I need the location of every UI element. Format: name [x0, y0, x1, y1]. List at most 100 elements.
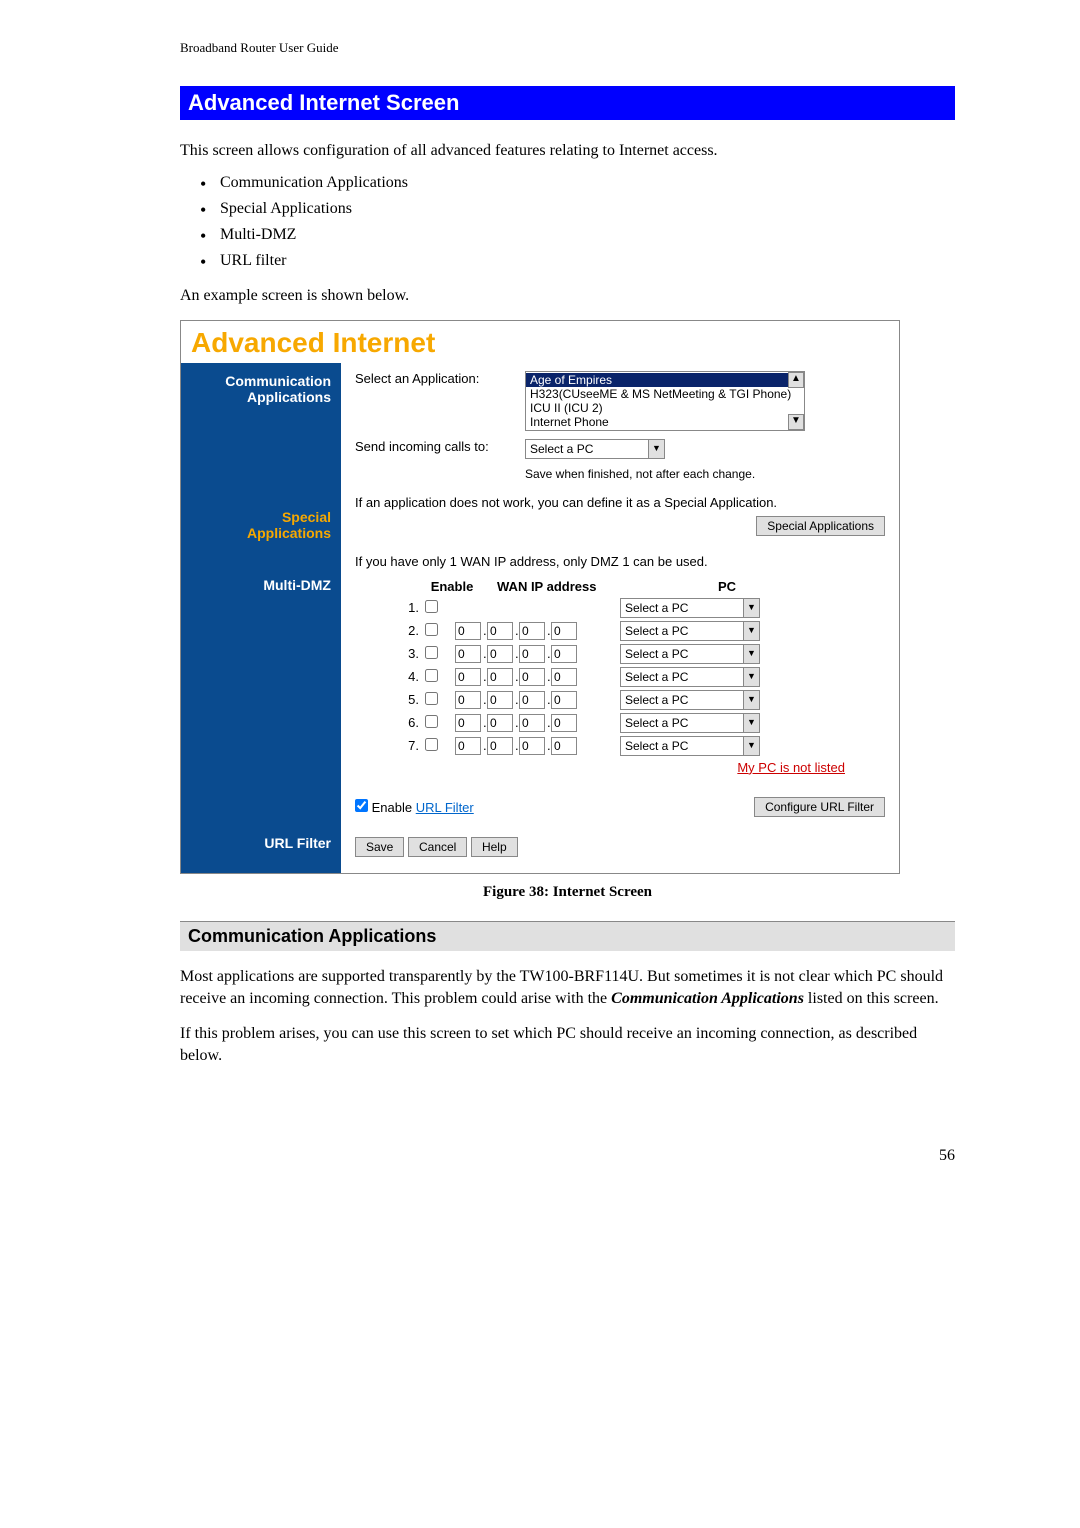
dmz-enable-checkbox[interactable]: [425, 715, 438, 728]
screenshot-title: Advanced Internet: [191, 327, 435, 358]
ip-octet-input[interactable]: [551, 714, 577, 732]
content-area: Select an Application: ▲ ▼ Age of Empire…: [341, 363, 899, 873]
pc-not-listed-link[interactable]: My PC is not listed: [737, 760, 845, 775]
col-header-pc: PC: [657, 579, 797, 594]
save-button[interactable]: Save: [355, 837, 404, 857]
ip-octet-input[interactable]: [551, 691, 577, 709]
dmz-row: 4....Select a PC▼: [375, 667, 885, 687]
configure-url-filter-button[interactable]: Configure URL Filter: [754, 797, 885, 817]
list-option[interactable]: Internet Phone: [526, 415, 804, 429]
col-header-ip: WAN IP address: [497, 579, 657, 594]
nav-url-filter[interactable]: URL Filter: [181, 829, 341, 857]
dmz-table: Enable WAN IP address PC 1.Select a PC▼2…: [375, 579, 885, 775]
send-calls-select[interactable]: Select a PC ▼: [525, 439, 665, 459]
chevron-down-icon: ▼: [743, 599, 759, 617]
special-apps-button[interactable]: Special Applications: [756, 516, 885, 536]
ip-octet-input[interactable]: [455, 737, 481, 755]
ip-octet-input[interactable]: [487, 668, 513, 686]
list-item: URL filter: [180, 252, 955, 270]
ip-octet-input[interactable]: [487, 737, 513, 755]
dmz-row: 3....Select a PC▼: [375, 644, 885, 664]
dmz-enable-checkbox[interactable]: [425, 738, 438, 751]
ip-octet-input[interactable]: [455, 622, 481, 640]
ip-octet-input[interactable]: [487, 714, 513, 732]
ip-octet-input[interactable]: [487, 622, 513, 640]
nav-comm-apps[interactable]: Communication Applications: [181, 363, 341, 411]
application-listbox[interactable]: ▲ ▼ Age of Empires H323(CUseeME & MS Net…: [525, 371, 805, 431]
enable-url-filter-checkbox[interactable]: [355, 799, 368, 812]
ip-octet-input[interactable]: [519, 737, 545, 755]
list-option[interactable]: ICU II (ICU 2): [526, 401, 804, 415]
chevron-down-icon: ▼: [743, 737, 759, 755]
nav-multi-dmz[interactable]: Multi-DMZ: [181, 571, 341, 599]
select-value: Select a PC: [625, 647, 688, 661]
select-value: Select a PC: [625, 693, 688, 707]
text-emphasis: Communication Applications: [611, 990, 804, 1007]
ip-octet-input[interactable]: [519, 691, 545, 709]
cancel-button[interactable]: Cancel: [408, 837, 467, 857]
select-value: Select a PC: [625, 601, 688, 615]
ip-octet-input[interactable]: [551, 645, 577, 663]
ip-octet-input[interactable]: [455, 691, 481, 709]
scroll-up-icon[interactable]: ▲: [788, 372, 804, 388]
intro-text: This screen allows configuration of all …: [180, 140, 955, 162]
section-title: Advanced Internet Screen: [180, 86, 955, 120]
nav-sidebar: Communication Applications Special Appli…: [181, 363, 341, 873]
ip-octet-input[interactable]: [455, 668, 481, 686]
chevron-down-icon: ▼: [743, 622, 759, 640]
select-value: Select a PC: [625, 670, 688, 684]
nav-label-text: Special: [282, 509, 331, 525]
dmz-pc-select[interactable]: Select a PC ▼: [620, 690, 760, 710]
dmz-enable-checkbox[interactable]: [425, 623, 438, 636]
example-note: An example screen is shown below.: [180, 285, 955, 307]
help-button[interactable]: Help: [471, 837, 518, 857]
dmz-row: 6....Select a PC▼: [375, 713, 885, 733]
dmz-text: If you have only 1 WAN IP address, only …: [355, 554, 885, 569]
dmz-row-number: 5.: [375, 692, 425, 707]
nav-special-apps[interactable]: Special Applications: [181, 503, 341, 547]
ip-octet-input[interactable]: [519, 645, 545, 663]
select-value: Select a PC: [625, 624, 688, 638]
select-app-label: Select an Application:: [355, 371, 525, 386]
ip-octet-input[interactable]: [551, 737, 577, 755]
ip-octet-input[interactable]: [551, 668, 577, 686]
list-option[interactable]: Age of Empires: [526, 373, 804, 387]
dmz-pc-select[interactable]: Select a PC▼: [620, 736, 760, 756]
ip-octet-input[interactable]: [519, 668, 545, 686]
ip-octet-input[interactable]: [487, 645, 513, 663]
dmz-enable-checkbox[interactable]: [425, 600, 438, 613]
ip-octet-input[interactable]: [487, 691, 513, 709]
dmz-row-number: 1.: [375, 600, 425, 615]
nav-label-text: Communication: [225, 373, 331, 389]
dmz-row-number: 3.: [375, 646, 425, 661]
dmz-pc-select[interactable]: Select a PC▼: [620, 713, 760, 733]
send-calls-label: Send incoming calls to:: [355, 439, 525, 454]
dmz-pc-select[interactable]: Select a PC▼: [620, 644, 760, 664]
dmz-row-number: 6.: [375, 715, 425, 730]
list-item: Special Applications: [180, 200, 955, 218]
scroll-down-icon[interactable]: ▼: [788, 414, 804, 430]
url-filter-link[interactable]: URL Filter: [416, 800, 474, 815]
dmz-pc-select[interactable]: Select a PC▼: [620, 667, 760, 687]
dmz-row-number: 7.: [375, 738, 425, 753]
chevron-down-icon: ▼: [743, 691, 759, 709]
page-header: Broadband Router User Guide: [180, 40, 955, 56]
ip-octet-input[interactable]: [455, 714, 481, 732]
dmz-row-number: 2.: [375, 623, 425, 638]
dmz-row: 2....Select a PC▼: [375, 621, 885, 641]
dmz-pc-select[interactable]: Select a PC ▼: [620, 598, 760, 618]
dmz-pc-select[interactable]: Select a PC ▼: [620, 621, 760, 641]
list-option[interactable]: H323(CUseeME & MS NetMeeting & TGI Phone…: [526, 387, 804, 401]
ip-octet-input[interactable]: [455, 645, 481, 663]
dmz-enable-checkbox[interactable]: [425, 692, 438, 705]
dmz-row: 7....Select a PC▼: [375, 736, 885, 756]
ip-octet-input[interactable]: [551, 622, 577, 640]
select-value: Select a PC: [530, 442, 593, 456]
dmz-enable-checkbox[interactable]: [425, 646, 438, 659]
page-number: 56: [180, 1147, 955, 1165]
figure-caption: Figure 38: Internet Screen: [180, 884, 955, 901]
ip-octet-input[interactable]: [519, 622, 545, 640]
paragraph: If this problem arises, you can use this…: [180, 1023, 955, 1068]
ip-octet-input[interactable]: [519, 714, 545, 732]
dmz-enable-checkbox[interactable]: [425, 669, 438, 682]
